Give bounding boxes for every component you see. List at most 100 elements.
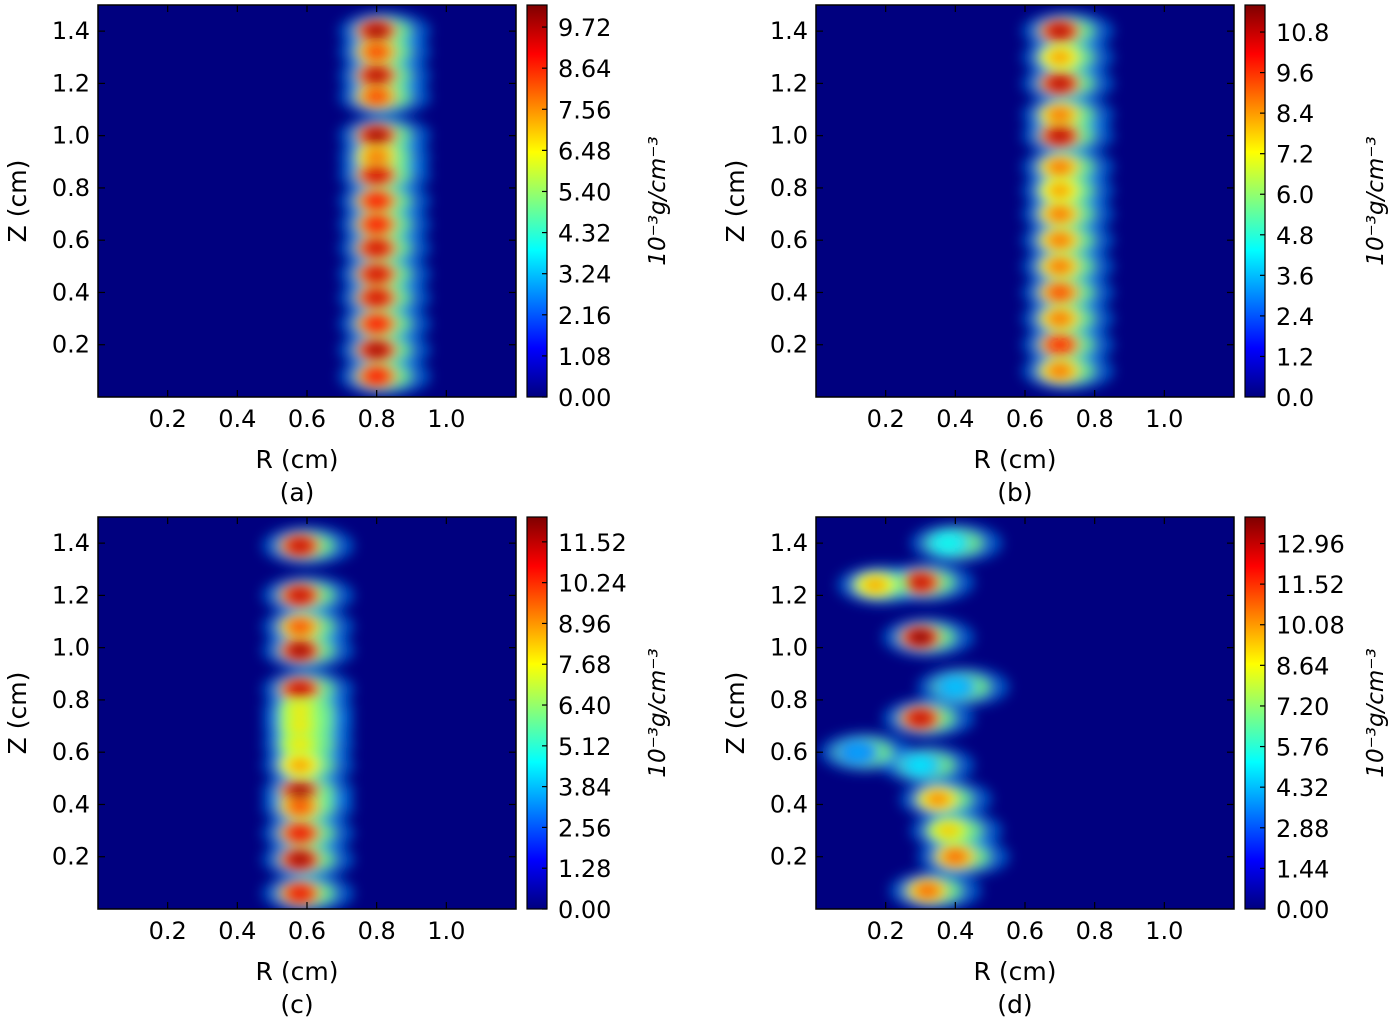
heatmap-blob-1 <box>289 589 312 602</box>
colorbar-tick-label: 5.40 <box>558 178 611 206</box>
heatmap-blob-8 <box>1048 234 1071 247</box>
y-tick-label: 1.0 <box>52 122 90 150</box>
x-tick-label: 0.4 <box>936 405 974 433</box>
y-axis-label: Z (cm) <box>721 672 750 755</box>
heatmap-blob-3 <box>365 90 388 103</box>
colorbar-label: 10⁻³g/cm⁻³ <box>645 136 671 265</box>
colorbar-tick-label: 1.08 <box>558 343 611 371</box>
heatmap-blob-3 <box>1048 108 1071 121</box>
y-tick-label: 0.6 <box>52 738 90 766</box>
heatmap-blob-11 <box>1048 312 1071 325</box>
heatmap-blob-5 <box>909 712 932 725</box>
heatmap-blob-10 <box>1048 286 1071 299</box>
y-tick-label: 1.4 <box>770 17 808 45</box>
x-tick-label: 0.2 <box>867 405 905 433</box>
heatmap-blob-7 <box>289 738 312 751</box>
colorbar-label: 10⁻³g/cm⁻³ <box>645 648 671 777</box>
colorbar-tick-label: 10.24 <box>558 570 627 598</box>
x-tick-label: 0.6 <box>1006 405 1044 433</box>
y-tick-label: 1.2 <box>52 69 90 97</box>
colorbar-tick-label: 0.00 <box>558 384 611 412</box>
colorbar-label: 10⁻³g/cm⁻³ <box>1363 136 1389 265</box>
y-tick-label: 1.2 <box>52 581 90 609</box>
panel-label: (d) <box>997 990 1032 1018</box>
panel-c: 0.2 0.4 0.6 0.8 1.0 0.2 0.4 0.6 0.8 1.0 1.2 1.4 R (c… <box>3 516 671 1018</box>
panel-label: (c) <box>280 990 313 1018</box>
heatmap-blob-14 <box>365 370 388 383</box>
heatmap-blob-4 <box>944 680 967 693</box>
colorbar-tick-label: 8.96 <box>558 610 611 638</box>
heatmap-blob-2 <box>1048 77 1071 90</box>
heatmap-blob-12 <box>289 853 312 866</box>
heatmap-blob-0 <box>365 25 388 38</box>
y-tick-label: 0.4 <box>770 278 808 306</box>
heatmap-blob-9 <box>365 242 388 255</box>
colorbar <box>526 4 548 398</box>
heatmap-blob-6 <box>846 746 869 759</box>
colorbar-tick-label: 2.4 <box>1276 303 1314 331</box>
colorbar-tick-label: 11.52 <box>1276 571 1345 599</box>
colorbar-tick-label: 7.56 <box>558 96 611 124</box>
colorbar-tick-label: 3.84 <box>558 774 611 802</box>
colorbar <box>526 516 548 910</box>
x-tick-label: 0.6 <box>288 917 326 945</box>
heatmap-blob-6 <box>365 168 388 181</box>
panel-a: 0.2 0.4 0.6 0.8 1.0 0.2 0.4 0.6 0.8 1.0 1.2 1.4 R (c… <box>3 4 671 507</box>
colorbar <box>1244 516 1266 910</box>
colorbar-tick-label: 9.6 <box>1276 60 1314 88</box>
colorbar-tick-label: 11.52 <box>558 529 627 557</box>
y-tick-label: 0.6 <box>52 226 90 254</box>
y-tick-label: 1.4 <box>770 529 808 557</box>
y-tick-label: 0.4 <box>52 790 90 818</box>
heatmap-blob-0 <box>937 537 960 550</box>
heatmap-blob-8 <box>926 793 949 806</box>
heatmap-blob-8 <box>365 218 388 231</box>
colorbar-tick-label: 8.64 <box>558 55 611 83</box>
panel-label: (a) <box>280 478 315 507</box>
heatmap-blob-3 <box>289 644 312 657</box>
colorbar-tick-label: 10.08 <box>1276 612 1345 640</box>
y-tick-label: 0.2 <box>770 331 808 359</box>
heatmap-blob-11 <box>916 884 939 897</box>
heatmap-blob-4 <box>289 683 312 696</box>
y-tick-label: 1.0 <box>770 122 808 150</box>
heatmap-blob-10 <box>365 268 388 281</box>
heatmap-blob-8 <box>289 759 312 772</box>
y-tick-label: 0.2 <box>52 331 90 359</box>
colorbar-tick-label: 2.56 <box>558 814 611 842</box>
colorbar-tick-label: 12.96 <box>1276 531 1345 559</box>
colorbar-tick-label: 5.76 <box>1276 734 1329 762</box>
heatmap-blob-11 <box>289 827 312 840</box>
heatmap-blob-0 <box>1048 25 1071 38</box>
colorbar-tick-label: 3.6 <box>1276 262 1314 290</box>
x-tick-label: 1.0 <box>427 917 465 945</box>
colorbar-tick-label: 1.44 <box>1276 855 1329 883</box>
heatmap-blob-2 <box>289 620 312 633</box>
colorbar-tick-label: 6.48 <box>558 137 611 165</box>
y-tick-label: 1.4 <box>52 529 90 557</box>
y-tick-label: 1.2 <box>770 69 808 97</box>
colorbar-tick-label: 0.0 <box>1276 384 1314 412</box>
heatmap-blob-9 <box>1048 260 1071 273</box>
heatmap-blob-0 <box>289 539 312 552</box>
heatmap-blob-5 <box>289 704 312 717</box>
heatmap-blob-3 <box>909 631 932 644</box>
colorbar-tick-label: 10.8 <box>1276 19 1329 47</box>
colorbar-tick-label: 4.8 <box>1276 222 1314 250</box>
y-axis-label: Z (cm) <box>721 160 750 243</box>
y-tick-label: 0.6 <box>770 738 808 766</box>
heatmap-blob-1 <box>365 46 388 59</box>
colorbar-tick-label: 4.32 <box>1276 774 1329 802</box>
heatmap-blob-2 <box>864 578 887 591</box>
heatmap-blob-4 <box>1048 129 1071 142</box>
x-tick-label: 0.8 <box>1076 917 1114 945</box>
x-tick-label: 0.4 <box>936 917 974 945</box>
y-tick-label: 1.4 <box>52 17 90 45</box>
panel-b: 0.2 0.4 0.6 0.8 1.0 0.2 0.4 0.6 0.8 1.0 1.2 1.4 R (c… <box>721 4 1389 507</box>
y-tick-label: 0.2 <box>770 843 808 871</box>
y-tick-label: 0.2 <box>52 843 90 871</box>
heatmap-blob-10 <box>289 801 312 814</box>
heatmap-halo <box>262 525 355 909</box>
colorbar-tick-label: 1.28 <box>558 855 611 883</box>
heatmap-blob-7 <box>1048 208 1071 221</box>
